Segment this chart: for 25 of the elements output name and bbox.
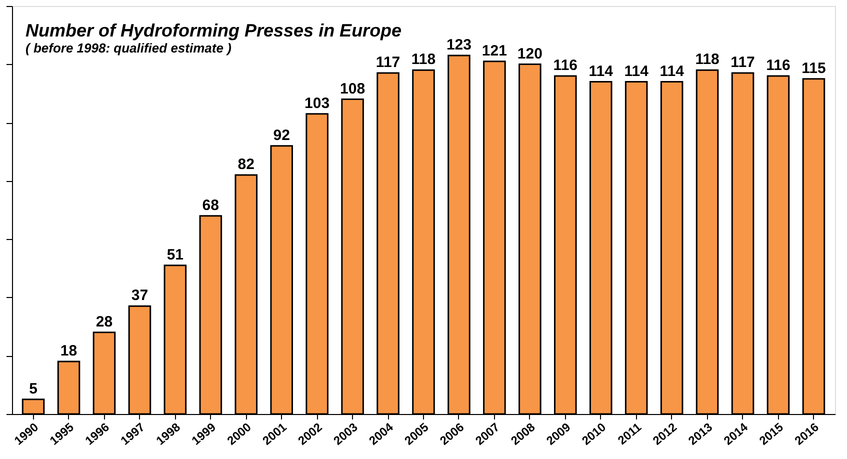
data-label: 68 xyxy=(202,196,219,214)
data-label: 114 xyxy=(588,62,614,80)
data-label: 123 xyxy=(446,36,472,54)
data-label: 115 xyxy=(802,60,826,77)
data-label: 82 xyxy=(238,156,254,174)
data-label: 116 xyxy=(553,56,578,74)
data-label: 103 xyxy=(304,94,330,112)
data-label: 120 xyxy=(517,45,542,62)
data-label: 28 xyxy=(96,313,113,330)
data-label: 114 xyxy=(624,62,650,80)
data-label: 92 xyxy=(273,126,290,144)
data-label: 118 xyxy=(411,51,436,68)
data-label: 5 xyxy=(29,380,38,398)
data-label: 37 xyxy=(131,287,148,304)
data-label: 108 xyxy=(340,80,366,98)
text: ( before 1998: qualified estimate ) xyxy=(26,40,232,56)
text: Number of Hydroforming Presses in Europe xyxy=(26,20,402,40)
data-label: 51 xyxy=(166,246,184,264)
data-label: 121 xyxy=(482,42,507,60)
data-label: 18 xyxy=(60,342,78,360)
data-label: 118 xyxy=(695,51,720,68)
data-label: 117 xyxy=(730,54,755,72)
data-label: 114 xyxy=(660,62,685,80)
data-label: 117 xyxy=(376,54,400,72)
data-label: 116 xyxy=(766,56,790,74)
